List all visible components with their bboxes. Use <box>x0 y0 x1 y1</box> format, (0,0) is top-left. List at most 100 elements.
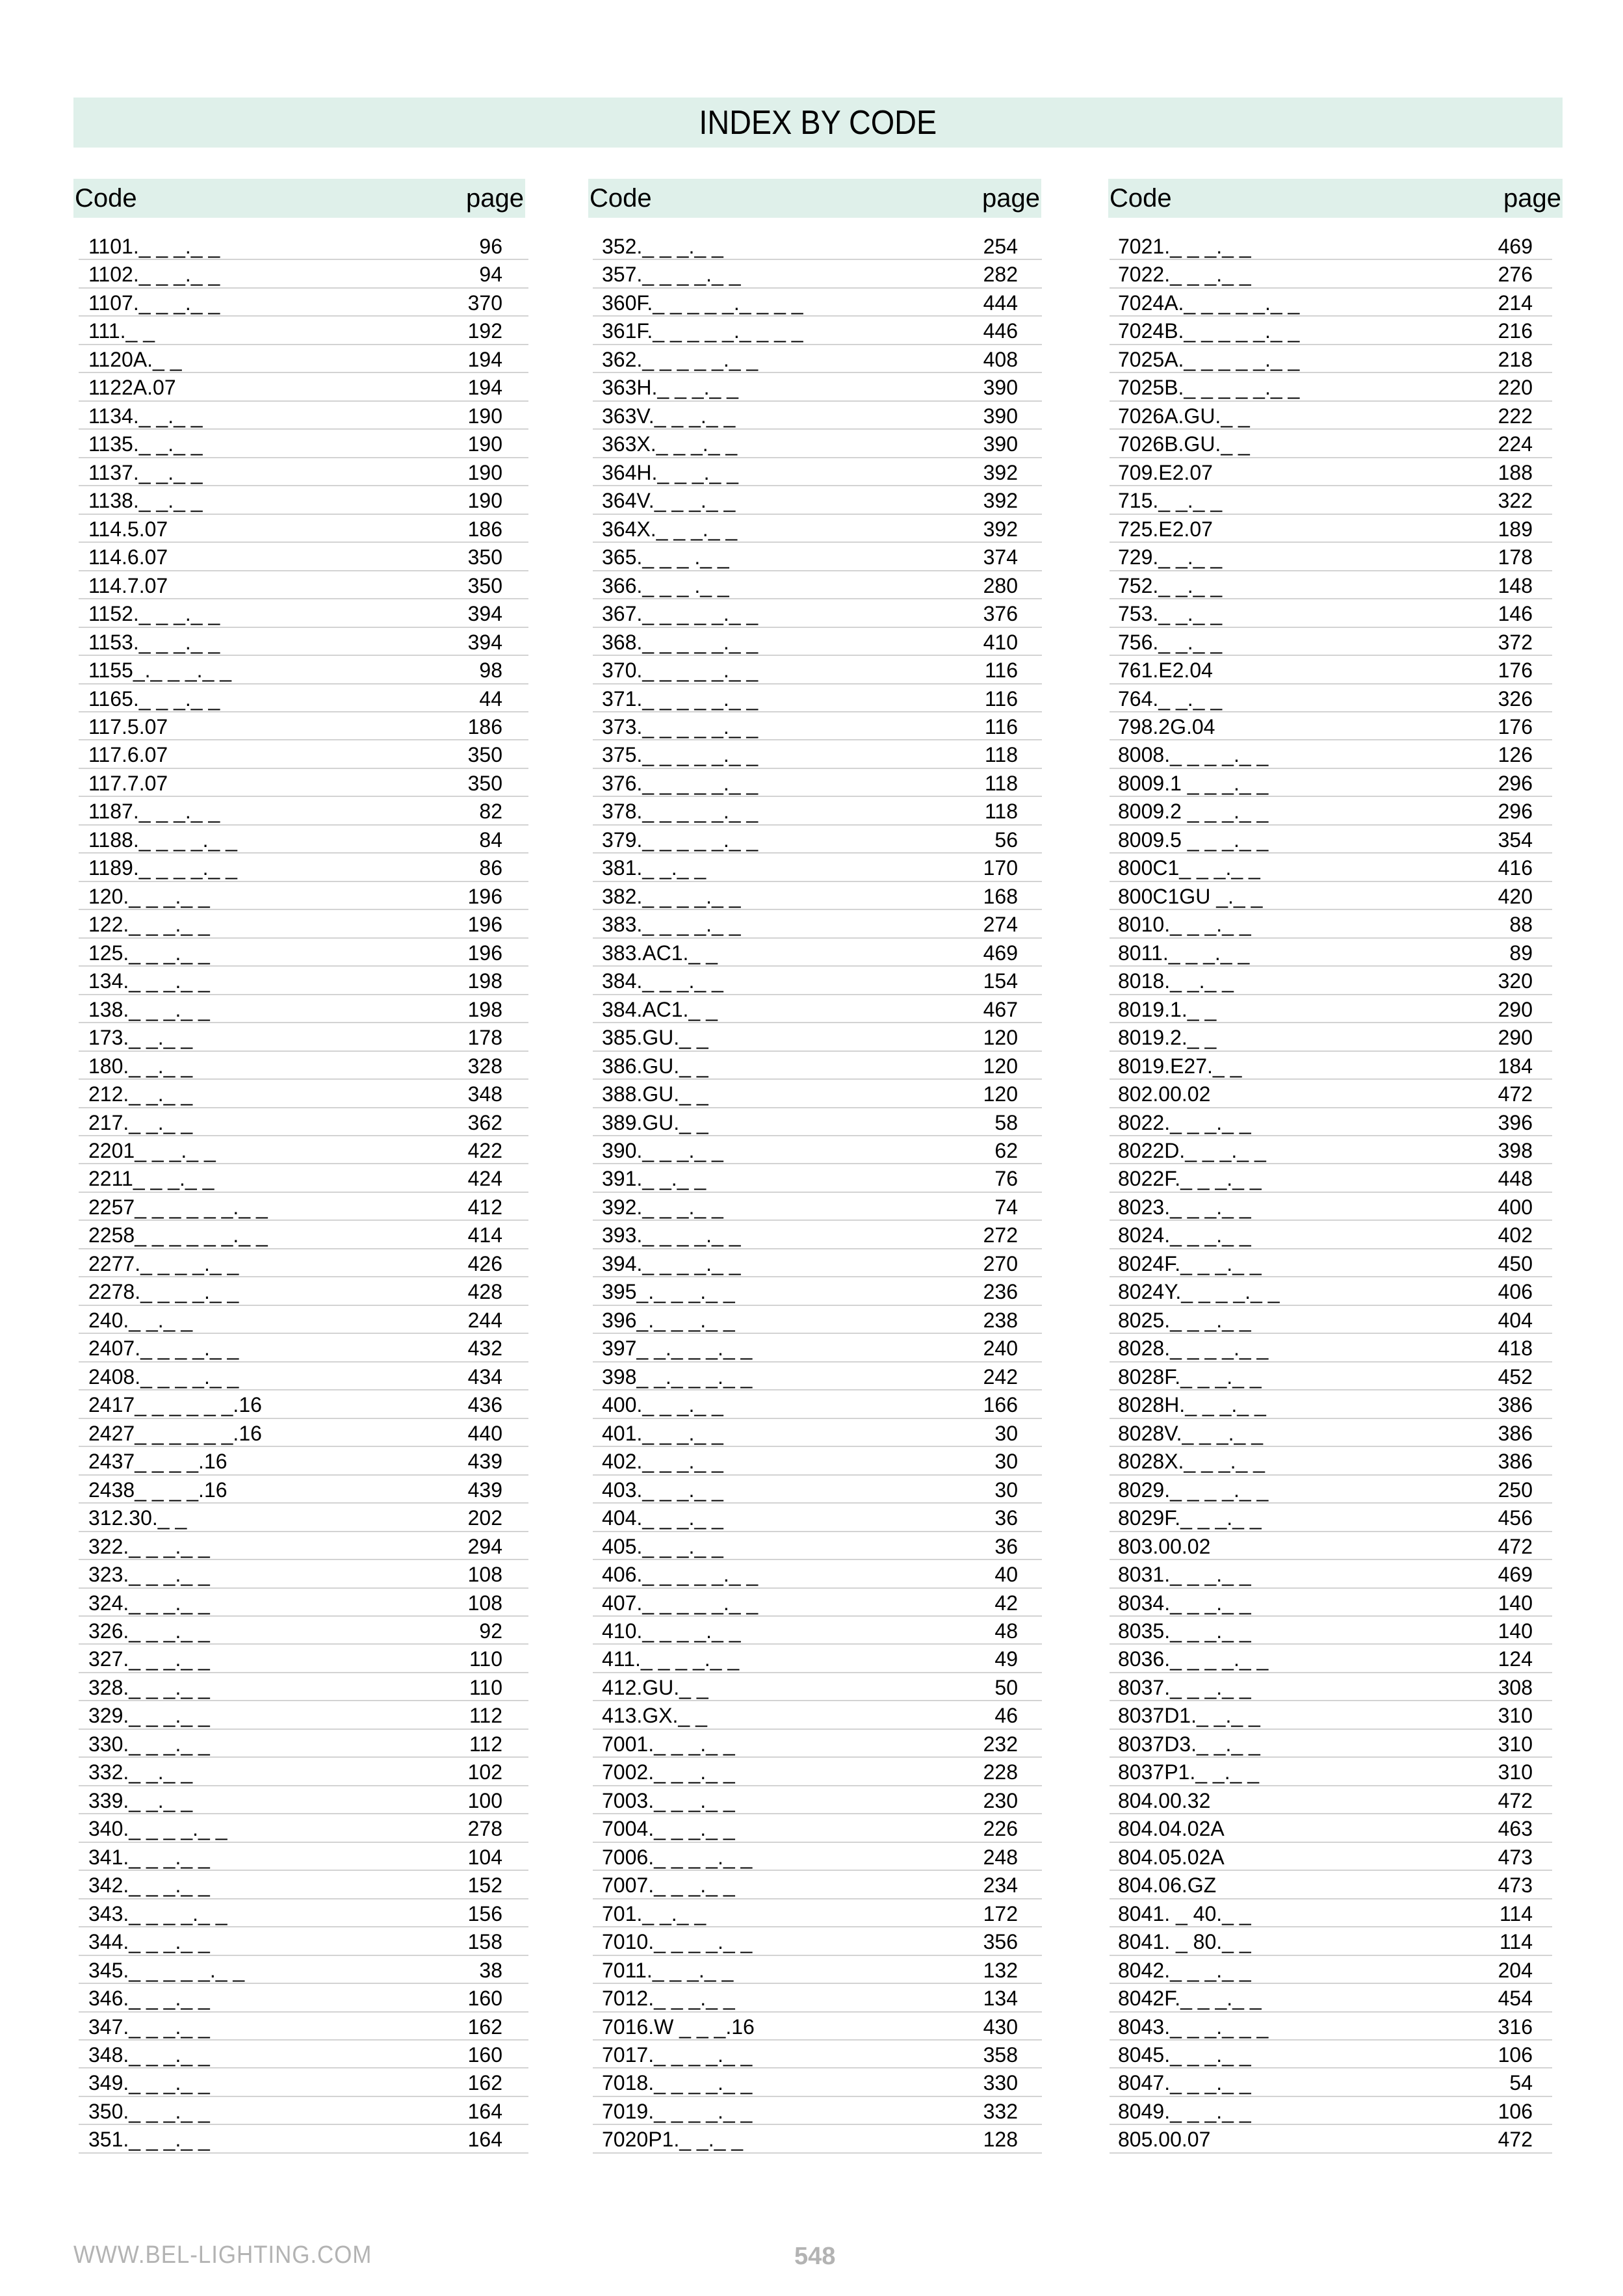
page-reference[interactable]: 120 <box>983 1082 1018 1106</box>
page-reference[interactable]: 49 <box>994 1647 1018 1671</box>
page-reference[interactable]: 469 <box>1498 1563 1533 1587</box>
page-reference[interactable]: 406 <box>1498 1280 1533 1304</box>
page-reference[interactable]: 254 <box>983 235 1018 258</box>
page-reference[interactable]: 454 <box>1498 1987 1533 2011</box>
page-reference[interactable]: 54 <box>1509 2071 1533 2095</box>
page-reference[interactable]: 228 <box>983 1760 1018 1784</box>
page-reference[interactable]: 40 <box>994 1563 1018 1587</box>
page-reference[interactable]: 94 <box>479 263 502 287</box>
page-reference[interactable]: 398 <box>1498 1139 1533 1162</box>
page-reference[interactable]: 162 <box>467 2015 502 2039</box>
page-reference[interactable]: 116 <box>984 714 1018 738</box>
page-reference[interactable]: 446 <box>983 319 1018 343</box>
page-reference[interactable]: 108 <box>467 1591 502 1615</box>
page-reference[interactable]: 414 <box>467 1223 502 1247</box>
page-reference[interactable]: 82 <box>479 800 502 824</box>
page-reference[interactable]: 390 <box>983 376 1018 400</box>
page-reference[interactable]: 456 <box>1498 1506 1533 1530</box>
page-reference[interactable]: 452 <box>1498 1364 1533 1389</box>
page-reference[interactable]: 236 <box>983 1280 1018 1304</box>
page-reference[interactable]: 158 <box>467 1930 502 1954</box>
page-reference[interactable]: 214 <box>1498 291 1533 315</box>
page-reference[interactable]: 196 <box>467 941 502 965</box>
page-reference[interactable]: 118 <box>984 800 1018 824</box>
page-reference[interactable]: 194 <box>467 347 502 371</box>
page-reference[interactable]: 126 <box>1498 743 1533 767</box>
page-reference[interactable]: 220 <box>1498 376 1533 400</box>
page-reference[interactable]: 448 <box>1498 1167 1533 1191</box>
page-reference[interactable]: 274 <box>983 913 1018 937</box>
page-reference[interactable]: 198 <box>467 969 502 993</box>
page-reference[interactable]: 114 <box>1499 1901 1533 1925</box>
page-reference[interactable]: 350 <box>467 771 502 795</box>
page-reference[interactable]: 350 <box>467 573 502 597</box>
page-reference[interactable]: 226 <box>983 1817 1018 1841</box>
page-reference[interactable]: 186 <box>467 714 502 738</box>
page-reference[interactable]: 362 <box>467 1110 502 1134</box>
page-reference[interactable]: 400 <box>1498 1195 1533 1219</box>
page-reference[interactable]: 36 <box>994 1506 1018 1530</box>
page-reference[interactable]: 170 <box>983 856 1018 880</box>
page-reference[interactable]: 250 <box>1498 1478 1533 1502</box>
page-reference[interactable]: 439 <box>467 1450 502 1474</box>
page-reference[interactable]: 416 <box>1498 856 1533 880</box>
page-reference[interactable]: 76 <box>994 1167 1018 1191</box>
page-reference[interactable]: 354 <box>1498 828 1533 852</box>
page-reference[interactable]: 404 <box>1498 1308 1533 1332</box>
page-reference[interactable]: 98 <box>479 659 502 683</box>
page-reference[interactable]: 36 <box>994 1534 1018 1558</box>
page-reference[interactable]: 96 <box>479 235 502 258</box>
page-reference[interactable]: 350 <box>467 545 502 569</box>
page-reference[interactable]: 372 <box>1498 630 1533 654</box>
page-reference[interactable]: 160 <box>467 2043 502 2067</box>
page-reference[interactable]: 148 <box>1498 573 1533 597</box>
page-reference[interactable]: 272 <box>983 1223 1018 1247</box>
page-reference[interactable]: 89 <box>1509 941 1533 965</box>
page-reference[interactable]: 467 <box>983 997 1018 1021</box>
page-reference[interactable]: 188 <box>1498 460 1533 484</box>
page-reference[interactable]: 168 <box>983 884 1018 908</box>
page-reference[interactable]: 56 <box>994 828 1018 852</box>
page-reference[interactable]: 196 <box>467 884 502 908</box>
page-reference[interactable]: 332 <box>983 2099 1018 2123</box>
page-reference[interactable]: 46 <box>994 1704 1018 1728</box>
page-reference[interactable]: 178 <box>467 1026 502 1050</box>
page-reference[interactable]: 392 <box>983 460 1018 484</box>
page-reference[interactable]: 108 <box>467 1563 502 1587</box>
page-reference[interactable]: 154 <box>983 969 1018 993</box>
page-reference[interactable]: 392 <box>983 517 1018 541</box>
page-reference[interactable]: 472 <box>1498 1788 1533 1812</box>
page-reference[interactable]: 86 <box>479 856 502 880</box>
page-reference[interactable]: 190 <box>467 404 502 428</box>
page-reference[interactable]: 30 <box>994 1478 1018 1502</box>
page-reference[interactable]: 296 <box>1498 771 1533 795</box>
page-reference[interactable]: 42 <box>994 1591 1018 1615</box>
page-reference[interactable]: 396 <box>1498 1110 1533 1134</box>
page-reference[interactable]: 112 <box>469 1704 502 1728</box>
page-reference[interactable]: 282 <box>983 263 1018 287</box>
page-reference[interactable]: 356 <box>983 1930 1018 1954</box>
page-reference[interactable]: 473 <box>1498 1873 1533 1898</box>
page-reference[interactable]: 164 <box>467 2099 502 2123</box>
page-reference[interactable]: 280 <box>983 573 1018 597</box>
page-reference[interactable]: 224 <box>1498 432 1533 456</box>
page-reference[interactable]: 230 <box>983 1788 1018 1812</box>
page-reference[interactable]: 106 <box>1498 2043 1533 2067</box>
page-reference[interactable]: 110 <box>469 1675 502 1699</box>
website-link[interactable]: WWW.BEL-LIGHTING.COM <box>73 2241 372 2269</box>
page-reference[interactable]: 472 <box>1498 2128 1533 2152</box>
page-reference[interactable]: 248 <box>983 1845 1018 1869</box>
page-reference[interactable]: 74 <box>994 1195 1018 1219</box>
page-reference[interactable]: 294 <box>467 1534 502 1558</box>
page-reference[interactable]: 392 <box>983 489 1018 513</box>
page-reference[interactable]: 322 <box>1498 489 1533 513</box>
page-reference[interactable]: 320 <box>1498 969 1533 993</box>
page-reference[interactable]: 463 <box>1498 1817 1533 1841</box>
page-reference[interactable]: 386 <box>1498 1421 1533 1445</box>
page-reference[interactable]: 164 <box>467 2128 502 2152</box>
page-reference[interactable]: 58 <box>994 1110 1018 1134</box>
page-reference[interactable]: 104 <box>467 1845 502 1869</box>
page-reference[interactable]: 310 <box>1498 1732 1533 1756</box>
page-reference[interactable]: 296 <box>1498 800 1533 824</box>
page-reference[interactable]: 469 <box>1498 235 1533 258</box>
